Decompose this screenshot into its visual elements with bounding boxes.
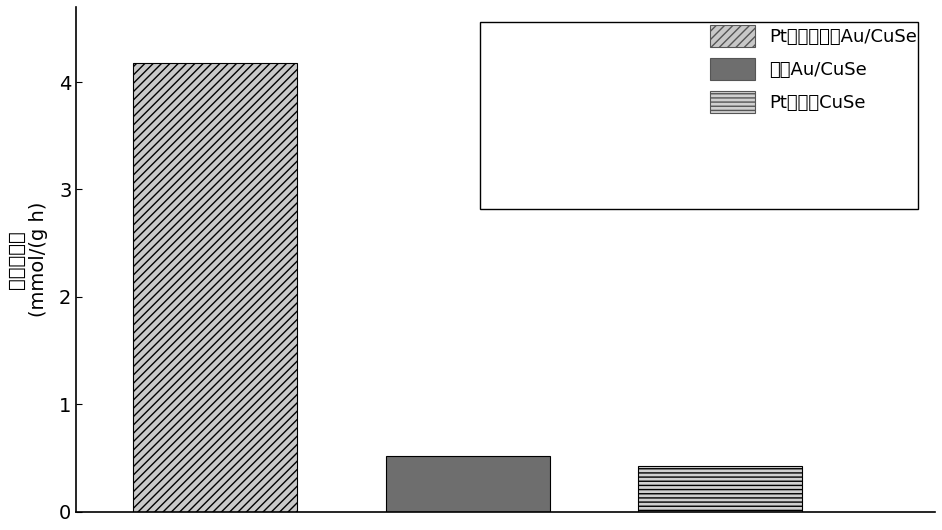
Y-axis label: 产氢气速率
(mmol/(g h): 产氢气速率 (mmol/(g h) [7,201,48,317]
Bar [385,456,550,511]
Bar [133,63,298,511]
Bar [639,466,803,511]
Legend: Pt修饰的切向Au/CuSe, 切向Au/CuSe, Pt修饰的CuSe: Pt修饰的切向Au/CuSe, 切向Au/CuSe, Pt修饰的CuSe [701,16,926,122]
